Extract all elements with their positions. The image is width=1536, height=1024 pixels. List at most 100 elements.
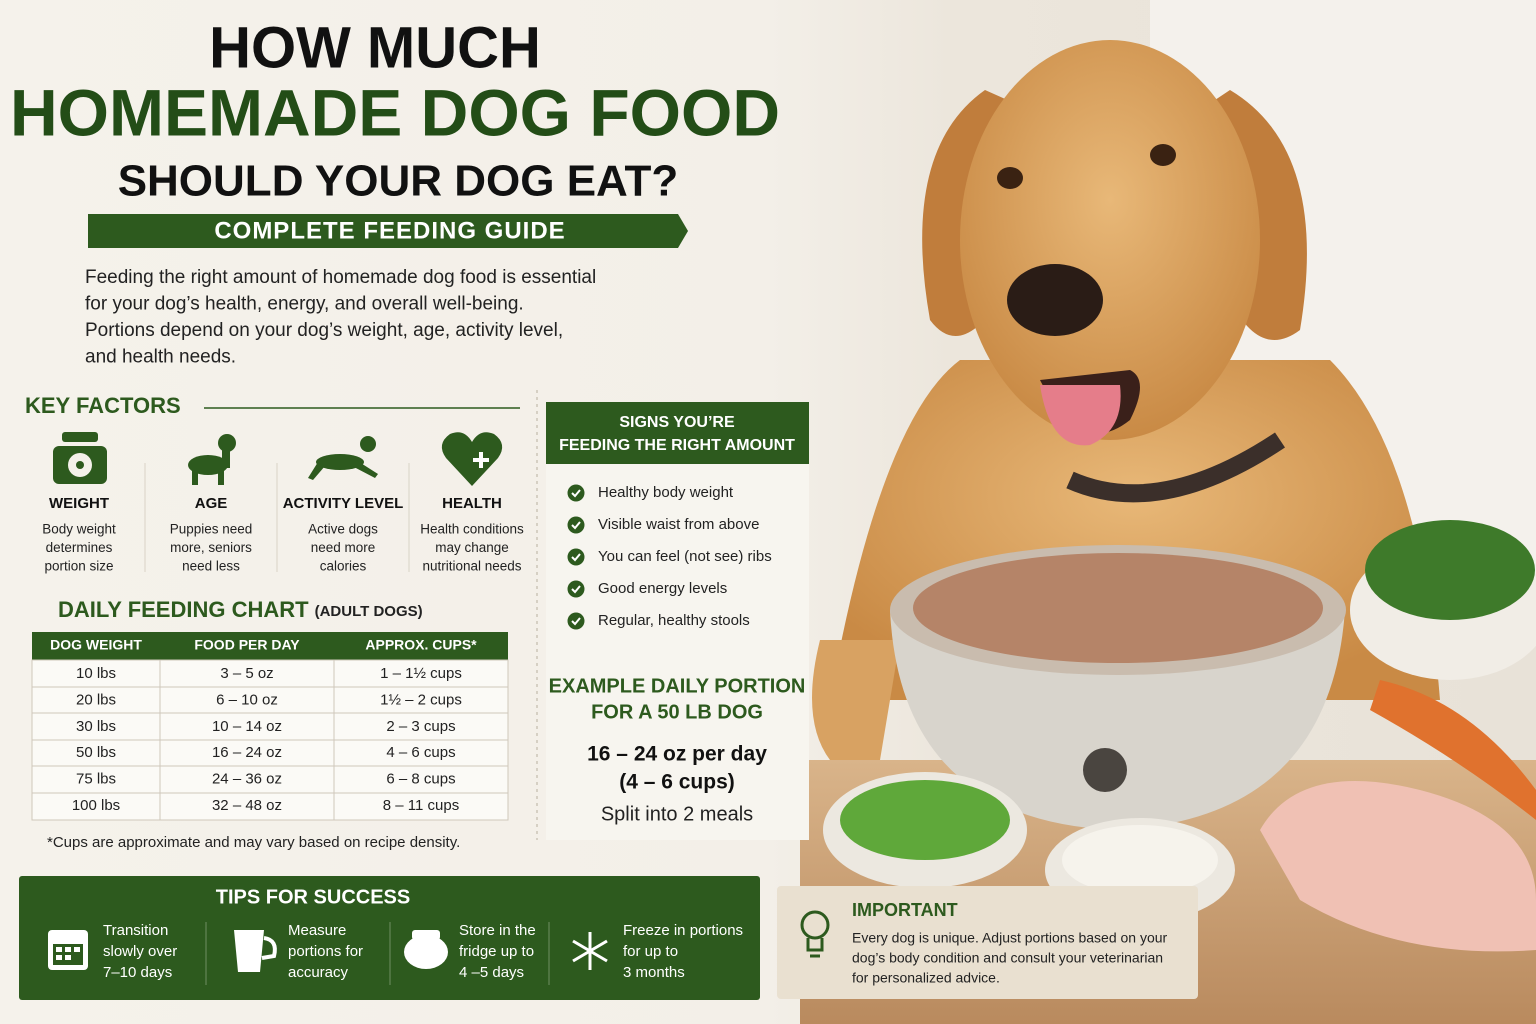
factor-icons xyxy=(53,432,503,486)
factor-text: portion size xyxy=(44,559,113,574)
dog-eye xyxy=(997,167,1023,189)
table-grid xyxy=(32,660,508,820)
tip-text: for up to xyxy=(623,943,678,960)
tip-text: fridge up to xyxy=(459,943,534,960)
running-dog-icon xyxy=(308,436,378,480)
tip-text: 7–10 days xyxy=(103,964,172,981)
check-mark xyxy=(571,489,581,498)
table-cell: 1 – 1½ cups xyxy=(380,665,462,682)
check-icon xyxy=(567,612,585,630)
paw-print xyxy=(1083,748,1127,792)
bowl-food xyxy=(913,553,1323,663)
dog-tongue xyxy=(1040,385,1121,446)
table-cell: 30 lbs xyxy=(76,718,116,735)
table-cell: 3 – 5 oz xyxy=(220,665,273,682)
important-text: dog’s body condition and consult your ve… xyxy=(852,950,1163,966)
chicken xyxy=(1260,781,1536,952)
example-amount: 16 – 24 oz per day xyxy=(587,743,767,766)
table-cell: 32 – 48 oz xyxy=(212,797,282,814)
intro-line: Portions depend on your dog’s weight, ag… xyxy=(85,320,563,341)
factor-text: calories xyxy=(320,559,367,574)
factor-title: AGE xyxy=(195,495,228,512)
important-title: IMPORTANT xyxy=(852,900,958,920)
example-title: FOR A 50 LB DOG xyxy=(591,701,763,723)
dog-head xyxy=(960,40,1260,440)
table-note: *Cups are approximate and may vary based… xyxy=(47,834,460,851)
factor-title: WEIGHT xyxy=(49,495,109,512)
sign-item: Regular, healthy stools xyxy=(598,612,750,629)
intro-line: for your dog’s health, energy, and overa… xyxy=(85,294,524,315)
signs-title: SIGNS YOU’RE xyxy=(619,414,735,431)
tip-text: Freeze in portions xyxy=(623,922,743,939)
important-text: Every dog is unique. Adjust portions bas… xyxy=(852,930,1168,946)
section-title: DAILY FEEDING CHART xyxy=(58,597,309,622)
lightbulb-icon xyxy=(800,910,830,958)
factor-title: ACTIVITY LEVEL xyxy=(283,495,404,512)
signs-panel xyxy=(546,464,809,840)
table-cell: 6 – 10 oz xyxy=(216,691,278,708)
factor-dividers xyxy=(144,463,410,572)
sign-item: You can feel (not see) ribs xyxy=(598,548,772,565)
sign-item: Visible waist from above xyxy=(598,516,759,533)
intro-line: Feeding the right amount of homemade dog… xyxy=(85,267,596,288)
dog-icon xyxy=(188,434,236,485)
column-header: DOG WEIGHT xyxy=(50,637,142,653)
heart-icon xyxy=(441,432,503,486)
title-line: SHOULD YOUR DOG EAT? xyxy=(118,157,679,206)
spinach xyxy=(1365,520,1535,620)
example-note: Split into 2 meals xyxy=(601,803,753,825)
dog-nose xyxy=(1007,264,1103,336)
table-cell: 16 – 24 oz xyxy=(212,744,282,761)
tip-text: Transition xyxy=(103,922,168,939)
factor-text: more, seniors xyxy=(170,540,252,555)
important-box xyxy=(777,886,1198,999)
example-title: EXAMPLE DAILY PORTION xyxy=(549,675,806,697)
table-cell: 2 – 3 cups xyxy=(386,718,455,735)
check-icon xyxy=(567,516,585,534)
dog-paw xyxy=(812,640,900,760)
factor-text: need more xyxy=(311,540,376,555)
section-title: KEY FACTORS xyxy=(25,393,181,418)
factor-text: need less xyxy=(182,559,240,574)
factor-text: may change xyxy=(435,540,509,555)
sign-item: Good energy levels xyxy=(598,580,727,597)
check-icon xyxy=(567,548,585,566)
column-header: FOOD PER DAY xyxy=(194,637,300,653)
dog-collar xyxy=(1066,432,1285,503)
peas xyxy=(840,780,1010,860)
table-cell: 24 – 36 oz xyxy=(212,771,282,788)
important-text: for personalized advice. xyxy=(852,970,1000,986)
example-amount: (4 – 6 cups) xyxy=(619,771,735,794)
container-icon xyxy=(404,930,448,969)
banner-text: COMPLETE FEEDING GUIDE xyxy=(214,217,565,244)
factor-text: Body weight xyxy=(42,522,116,537)
table-cell: 10 – 14 oz xyxy=(212,718,282,735)
scale-icon xyxy=(53,432,107,484)
tip-text: 4 –5 days xyxy=(459,964,524,981)
check-icon xyxy=(567,580,585,598)
check-mark xyxy=(571,553,581,562)
dog-photo xyxy=(800,0,1536,1024)
tip-text: Measure xyxy=(288,922,346,939)
table-cell: 10 lbs xyxy=(76,665,116,682)
column-header: APPROX. CUPS* xyxy=(365,637,477,653)
tips-dividers xyxy=(205,922,550,985)
check-mark xyxy=(571,585,581,594)
intro-line: and health needs. xyxy=(85,347,236,368)
table-cell: 75 lbs xyxy=(76,771,116,788)
dog-eye xyxy=(1150,144,1176,166)
table-cell: 1½ – 2 cups xyxy=(380,691,462,708)
factor-title: HEALTH xyxy=(442,495,502,512)
factor-text: Health conditions xyxy=(420,522,524,537)
section-subtitle: (ADULT DOGS) xyxy=(315,603,423,620)
tip-text: portions for xyxy=(288,943,363,960)
tip-text: 3 months xyxy=(623,964,685,981)
table-cell: 4 – 6 cups xyxy=(386,744,455,761)
table-cell: 50 lbs xyxy=(76,744,116,761)
rice xyxy=(1062,825,1218,895)
title-line: HOW MUCH xyxy=(209,15,541,80)
